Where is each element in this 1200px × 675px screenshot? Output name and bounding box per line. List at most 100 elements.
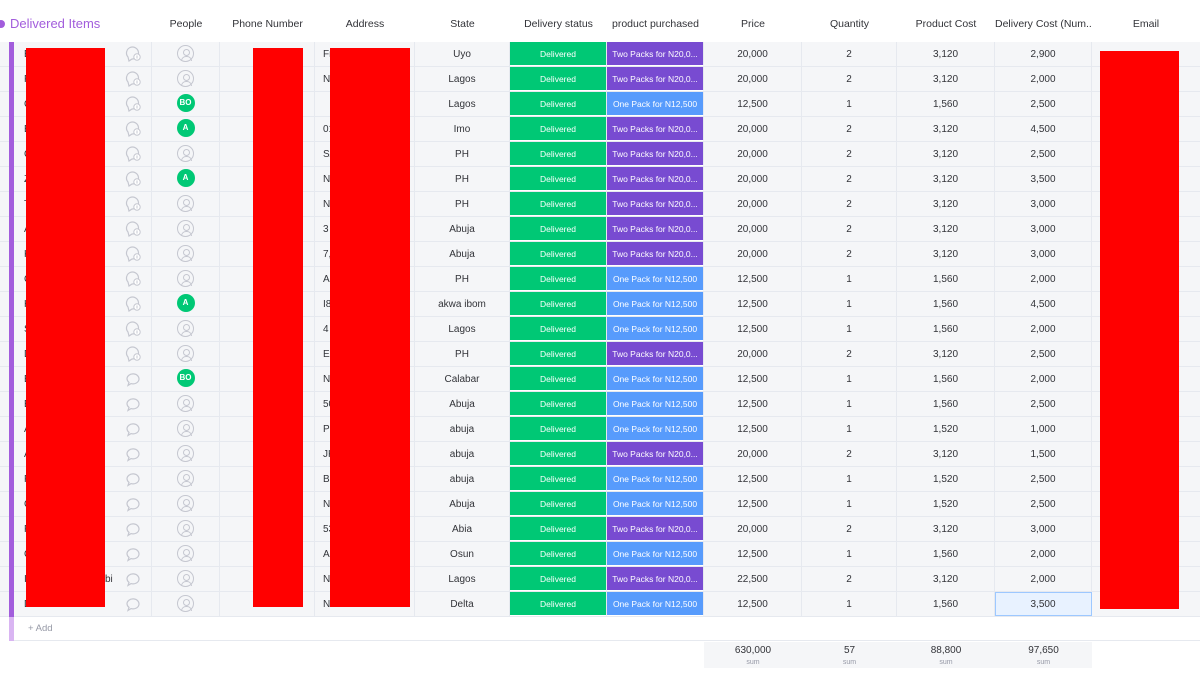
- address-cell[interactable]: JK: [315, 442, 415, 466]
- people-cell[interactable]: [152, 342, 220, 366]
- table-row[interactable]: D080ExPHDeliveredTwo Packs for N20,0...2…: [0, 342, 1200, 367]
- delivery-cost-cell[interactable]: 3,500: [995, 592, 1092, 616]
- empty-person-icon[interactable]: [177, 144, 194, 162]
- quantity-cell[interactable]: 1: [802, 317, 897, 341]
- status-badge[interactable]: Delivered: [510, 467, 607, 491]
- quantity-cell[interactable]: 2: [802, 567, 897, 591]
- people-cell[interactable]: [152, 492, 220, 516]
- product-label[interactable]: One Pack for N12,500: [607, 367, 704, 391]
- product-label[interactable]: Two Packs for N20,0...: [607, 342, 704, 366]
- people-cell[interactable]: [152, 67, 220, 91]
- product-label[interactable]: One Pack for N12,500: [607, 392, 704, 416]
- state-cell[interactable]: PH: [415, 142, 510, 166]
- address-cell[interactable]: 50: [315, 392, 415, 416]
- price-cell[interactable]: 20,000: [704, 142, 802, 166]
- state-cell[interactable]: Abuja: [415, 242, 510, 266]
- table-row[interactable]: ZA070NoPHDeliveredTwo Packs for N20,0...…: [0, 167, 1200, 192]
- people-cell[interactable]: [152, 467, 220, 491]
- empty-person-icon[interactable]: [177, 244, 194, 262]
- product-label[interactable]: One Pack for N12,500: [607, 467, 704, 491]
- price-cell[interactable]: 20,000: [704, 517, 802, 541]
- table-row[interactable]: E08050AbujaDeliveredOne Pack for N12,500…: [0, 392, 1200, 417]
- state-cell[interactable]: abuja: [415, 442, 510, 466]
- table-row[interactable]: T080NoPHDeliveredTwo Packs for N20,0...2…: [0, 192, 1200, 217]
- status-badge[interactable]: Delivered: [510, 217, 607, 241]
- address-cell[interactable]: No: [315, 367, 415, 391]
- status-badge[interactable]: Delivered: [510, 292, 607, 316]
- person-avatar[interactable]: BO: [176, 94, 195, 113]
- product-label[interactable]: Two Packs for N20,0...: [607, 442, 704, 466]
- status-badge[interactable]: Delivered: [510, 392, 607, 416]
- status-badge[interactable]: Delivered: [510, 542, 607, 566]
- quantity-cell[interactable]: 2: [802, 167, 897, 191]
- updates-icon[interactable]: [124, 145, 142, 163]
- address-cell[interactable]: No: [315, 192, 415, 216]
- person-avatar[interactable]: A: [176, 294, 195, 313]
- quantity-cell[interactable]: 1: [802, 292, 897, 316]
- status-badge[interactable]: Delivered: [510, 592, 607, 616]
- quantity-cell[interactable]: 1: [802, 542, 897, 566]
- address-cell[interactable]: Ex: [315, 342, 415, 366]
- table-row[interactable]: C080SAPHDeliveredTwo Packs for N20,0...2…: [0, 142, 1200, 167]
- delivery-cost-cell[interactable]: 2,000: [995, 317, 1092, 341]
- empty-person-icon[interactable]: [177, 469, 194, 487]
- price-cell[interactable]: 20,000: [704, 342, 802, 366]
- empty-person-icon[interactable]: [177, 194, 194, 212]
- chat-icon[interactable]: [124, 570, 142, 588]
- empty-person-icon[interactable]: [177, 219, 194, 237]
- address-cell[interactable]: 3: [315, 217, 415, 241]
- person-avatar[interactable]: BO: [176, 369, 195, 388]
- product-cost-cell[interactable]: 3,120: [897, 517, 995, 541]
- price-cell[interactable]: 12,500: [704, 492, 802, 516]
- delivery-cost-cell[interactable]: 2,000: [995, 67, 1092, 91]
- column-header-state[interactable]: State: [450, 18, 475, 30]
- product-cost-cell[interactable]: 3,120: [897, 242, 995, 266]
- address-cell[interactable]: No: [315, 592, 415, 616]
- column-header-product[interactable]: product purchased: [612, 18, 699, 30]
- product-cost-cell[interactable]: 1,560: [897, 592, 995, 616]
- address-cell[interactable]: Ac: [315, 542, 415, 566]
- column-header-email[interactable]: Email: [1132, 18, 1160, 30]
- empty-person-icon[interactable]: [177, 269, 194, 287]
- quantity-cell[interactable]: 1: [802, 592, 897, 616]
- updates-icon[interactable]: [124, 120, 142, 138]
- product-label[interactable]: One Pack for N12,500: [607, 267, 704, 291]
- table-row[interactable]: A0813AbujaDeliveredTwo Packs for N20,0..…: [0, 217, 1200, 242]
- people-cell[interactable]: [152, 267, 220, 291]
- address-cell[interactable]: No: [315, 567, 415, 591]
- delivery-cost-cell[interactable]: 4,500: [995, 117, 1092, 141]
- delivery-cost-cell[interactable]: 3,000: [995, 517, 1092, 541]
- price-cell[interactable]: 12,500: [704, 392, 802, 416]
- quantity-cell[interactable]: 1: [802, 392, 897, 416]
- product-cost-cell[interactable]: 1,560: [897, 292, 995, 316]
- empty-person-icon[interactable]: [177, 594, 194, 612]
- updates-icon[interactable]: [124, 45, 142, 63]
- product-cost-cell[interactable]: 1,560: [897, 392, 995, 416]
- product-cost-cell[interactable]: 3,120: [897, 217, 995, 241]
- quantity-cell[interactable]: 1: [802, 417, 897, 441]
- updates-icon[interactable]: [124, 320, 142, 338]
- product-label[interactable]: Two Packs for N20,0...: [607, 42, 704, 66]
- status-badge[interactable]: Delivered: [510, 142, 607, 166]
- quantity-cell[interactable]: 2: [802, 67, 897, 91]
- empty-person-icon[interactable]: [177, 319, 194, 337]
- people-cell[interactable]: [152, 242, 220, 266]
- product-label[interactable]: Two Packs for N20,0...: [607, 242, 704, 266]
- delivery-cost-cell[interactable]: 4,500: [995, 292, 1092, 316]
- price-cell[interactable]: 12,500: [704, 92, 802, 116]
- status-badge[interactable]: Delivered: [510, 442, 607, 466]
- empty-person-icon[interactable]: [177, 344, 194, 362]
- state-cell[interactable]: Lagos: [415, 67, 510, 91]
- people-cell[interactable]: [152, 392, 220, 416]
- state-cell[interactable]: Abuja: [415, 217, 510, 241]
- quantity-cell[interactable]: 2: [802, 442, 897, 466]
- empty-person-icon[interactable]: [177, 394, 194, 412]
- state-cell[interactable]: Abuja: [415, 492, 510, 516]
- address-cell[interactable]: Bl: [315, 467, 415, 491]
- product-cost-cell[interactable]: 3,120: [897, 567, 995, 591]
- product-cost-cell[interactable]: 3,120: [897, 42, 995, 66]
- chat-icon[interactable]: [124, 420, 142, 438]
- status-badge[interactable]: Delivered: [510, 192, 607, 216]
- status-badge[interactable]: Delivered: [510, 167, 607, 191]
